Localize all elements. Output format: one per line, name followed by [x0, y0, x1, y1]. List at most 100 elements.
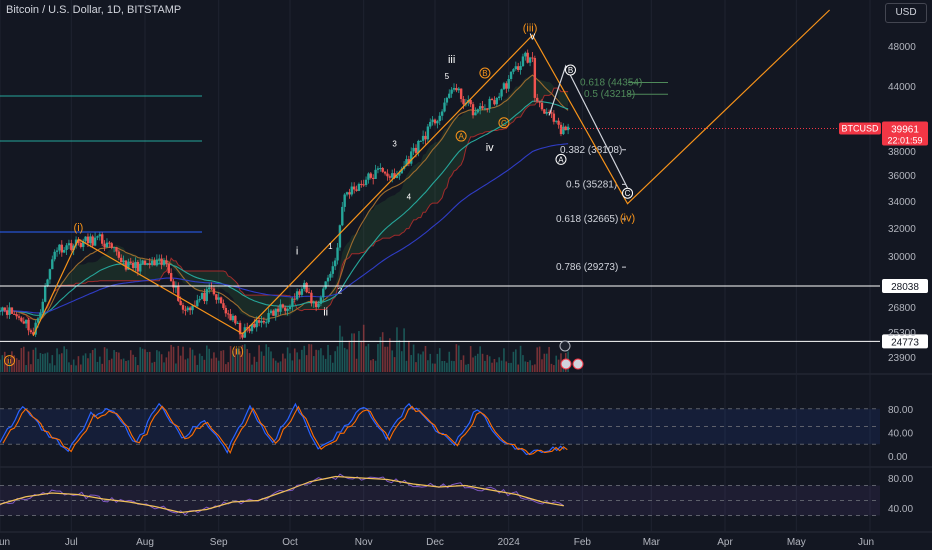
volume-bar: [8, 362, 11, 372]
volume-bar: [203, 359, 206, 372]
orange-circle-marker: [4, 355, 16, 367]
volume-bar: [272, 358, 275, 372]
volume-bar: [548, 346, 550, 372]
volume-bar: [11, 351, 13, 372]
volume-bar: [391, 350, 394, 372]
candle-body: [15, 314, 18, 317]
orange-wave-label: (iii): [523, 23, 538, 35]
white-wave-label: 4: [407, 193, 412, 202]
candle-body: [96, 236, 99, 238]
volume-bar: [198, 353, 201, 372]
candle-body: [331, 266, 334, 274]
volume-bar: [120, 359, 123, 372]
volume-bar: [144, 349, 146, 372]
volume-bar: [517, 364, 519, 372]
volume-bar: [398, 340, 401, 372]
volume-bar: [80, 364, 82, 372]
volume-bar: [498, 357, 500, 372]
candle-body: [310, 292, 313, 304]
candle-body: [27, 319, 30, 331]
volume-bar: [500, 360, 503, 372]
candle-body: [281, 304, 285, 308]
candle-body: [246, 327, 249, 329]
candle-body: [153, 260, 156, 266]
candle-body: [72, 245, 75, 251]
candle-body: [179, 300, 182, 306]
stoch-d-line: [2, 405, 568, 456]
volume-bar: [175, 363, 177, 372]
volume-bar: [422, 351, 424, 372]
white-circle-marker: [622, 187, 634, 199]
candle-body: [243, 327, 247, 338]
candle-body: [60, 244, 64, 253]
volume-bar: [108, 360, 111, 372]
volume-bar: [61, 353, 63, 372]
volume-bar: [236, 348, 239, 372]
candle-body: [136, 261, 140, 272]
candle-body: [276, 308, 280, 312]
volume-bar: [70, 364, 73, 372]
candle-body: [248, 328, 251, 332]
candle-body: [219, 297, 223, 304]
volume-bar: [244, 344, 246, 372]
candle-body: [307, 292, 311, 294]
candle-body: [212, 288, 216, 295]
candle-body: [367, 173, 370, 180]
candle-body: [405, 159, 408, 167]
currency-button[interactable]: USD: [885, 3, 927, 23]
candle-body: [184, 309, 187, 311]
volume-bar: [191, 349, 194, 372]
candle-body: [22, 321, 25, 324]
time-axis-label: Apr: [717, 537, 733, 548]
candle-body: [172, 281, 175, 288]
volume-bar: [467, 363, 470, 372]
candle-body: [81, 240, 85, 247]
candle-body: [429, 121, 432, 127]
volume-bar: [536, 347, 539, 372]
volume-bar: [72, 359, 75, 372]
candle-body: [483, 108, 487, 110]
candle-body: [343, 194, 346, 207]
volume-bar: [488, 356, 491, 372]
volume-bar: [139, 347, 142, 372]
candle-body: [188, 307, 192, 311]
candle-body: [526, 52, 529, 63]
orange-circled-label: A: [458, 132, 464, 141]
volume-bar: [220, 350, 222, 372]
volume-bar: [450, 360, 453, 372]
volume-bar: [298, 359, 301, 372]
symbol-title: Bitcoin / U.S. Dollar, 1D, BITSTAMP: [6, 4, 182, 16]
volume-bar: [553, 365, 555, 372]
price-axis-tick: 25300: [888, 328, 916, 339]
candle-body: [174, 285, 178, 288]
white-wave-label: i: [296, 246, 298, 258]
volume-bar: [327, 344, 329, 372]
candle-body: [407, 159, 411, 164]
candle-body: [238, 322, 242, 335]
volume-bar: [22, 346, 25, 372]
countdown-label: 22:01:59: [887, 135, 922, 145]
candle-body: [127, 261, 130, 270]
volume-bar: [438, 348, 441, 372]
volume-bar: [524, 361, 527, 372]
volume-bar: [496, 362, 498, 372]
candle-body: [74, 239, 78, 246]
candle-body: [198, 298, 201, 301]
candle-body: [412, 147, 415, 152]
volume-bar: [148, 351, 151, 372]
candle-body: [509, 71, 513, 79]
candle-body: [70, 243, 73, 251]
candle-body: [32, 332, 35, 335]
volume-bar: [267, 347, 270, 372]
orange-circle-marker: [498, 117, 510, 129]
volume-bar: [37, 358, 39, 372]
candle-body: [103, 243, 106, 248]
volume-bar: [377, 344, 379, 372]
volume-bar: [270, 351, 272, 372]
candle-body: [531, 57, 534, 59]
volume-bar: [225, 364, 227, 372]
volume-bar: [493, 358, 496, 372]
candle-body: [207, 287, 211, 290]
volume-bar: [39, 353, 42, 372]
